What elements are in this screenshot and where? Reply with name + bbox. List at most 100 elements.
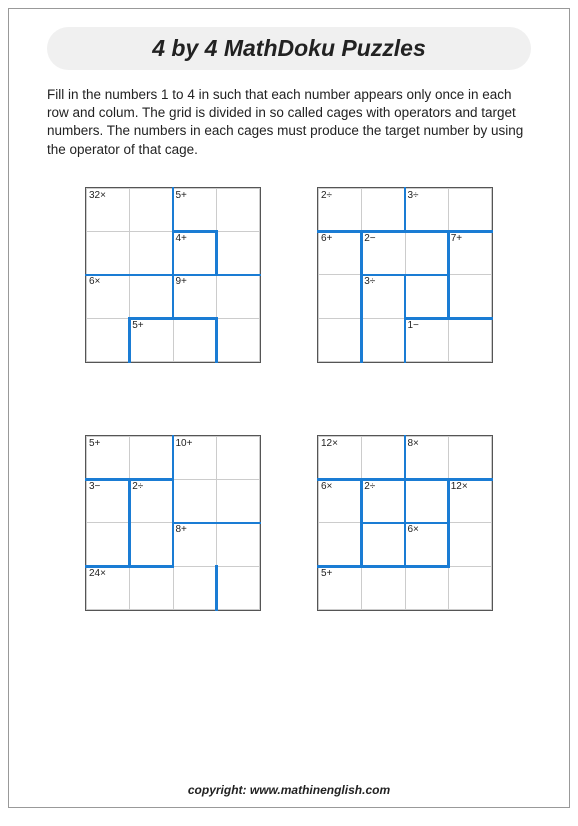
puzzle-cell[interactable] (130, 232, 173, 275)
puzzle-cell[interactable] (362, 318, 405, 361)
puzzle-4: 12× 8× 6× 2÷ 12× 6× 5+ (317, 435, 493, 611)
puzzle-cell[interactable] (216, 480, 259, 523)
puzzle-cell[interactable] (173, 566, 216, 609)
puzzle-cell[interactable] (216, 318, 259, 361)
cage-label: 5+ (132, 320, 143, 331)
puzzle-cell[interactable] (319, 523, 362, 566)
puzzle-cell[interactable] (130, 188, 173, 231)
cage-label: 2÷ (364, 481, 375, 492)
puzzle-cell[interactable]: 6× (405, 523, 448, 566)
puzzle-cell[interactable]: 4+ (173, 232, 216, 275)
puzzle-cell[interactable] (448, 275, 491, 318)
cage-label: 7+ (451, 233, 462, 244)
puzzle-cell[interactable] (362, 188, 405, 231)
puzzle-cell[interactable]: 5+ (87, 436, 130, 479)
puzzle-cell[interactable] (362, 523, 405, 566)
puzzle-row-1: 32× 5+ 4+ 6× 9+ 5+ 2÷ 3÷ 6+ 2− 7+ 3÷ 1− (9, 187, 569, 363)
cage-label: 6× (408, 524, 419, 535)
puzzle-cell[interactable]: 12× (319, 436, 362, 479)
puzzle-cell[interactable]: 1− (405, 318, 448, 361)
puzzle-cell[interactable] (87, 523, 130, 566)
puzzle-cell[interactable] (216, 188, 259, 231)
puzzle-cell[interactable] (216, 232, 259, 275)
puzzle-cell[interactable]: 8× (405, 436, 448, 479)
puzzle-cell[interactable] (216, 275, 259, 318)
cage-label: 2− (364, 233, 375, 244)
puzzle-cell[interactable]: 2÷ (319, 188, 362, 231)
puzzle-cell[interactable] (130, 523, 173, 566)
cage-label: 6× (321, 481, 332, 492)
puzzle-3: 5+ 10+ 3− 2÷ 8+ 24× (85, 435, 261, 611)
cage-label: 9+ (176, 276, 187, 287)
puzzle-2: 2÷ 3÷ 6+ 2− 7+ 3÷ 1− (317, 187, 493, 363)
cage-label: 3÷ (364, 276, 375, 287)
puzzle-cell[interactable] (173, 480, 216, 523)
puzzle-cell[interactable]: 6× (319, 480, 362, 523)
puzzle-cell[interactable]: 2÷ (130, 480, 173, 523)
puzzle-cell[interactable]: 2÷ (362, 480, 405, 523)
puzzle-cell[interactable] (362, 436, 405, 479)
puzzle-cell[interactable]: 6× (87, 275, 130, 318)
puzzle-cell[interactable]: 10+ (173, 436, 216, 479)
cage-label: 2÷ (321, 190, 332, 201)
puzzle-cell[interactable]: 24× (87, 566, 130, 609)
puzzle-cell[interactable] (87, 232, 130, 275)
puzzle-cell[interactable] (216, 523, 259, 566)
worksheet-page: 4 by 4 MathDoku Puzzles Fill in the numb… (8, 8, 570, 808)
puzzle-cell[interactable]: 8+ (173, 523, 216, 566)
puzzle-cell[interactable]: 5+ (130, 318, 173, 361)
puzzle-cell[interactable] (87, 318, 130, 361)
puzzle-1: 32× 5+ 4+ 6× 9+ 5+ (85, 187, 261, 363)
puzzle-cell[interactable] (173, 318, 216, 361)
puzzle-cell[interactable] (319, 318, 362, 361)
puzzle-cell[interactable] (405, 480, 448, 523)
puzzle-cell[interactable] (216, 436, 259, 479)
puzzle-cell[interactable]: 3÷ (362, 275, 405, 318)
cage-label: 8+ (176, 524, 187, 535)
cage-label: 24× (89, 568, 106, 579)
puzzle-cell[interactable]: 12× (448, 480, 491, 523)
puzzle-cell[interactable]: 7+ (448, 232, 491, 275)
puzzle-cell[interactable] (130, 436, 173, 479)
puzzle-cell[interactable] (405, 275, 448, 318)
cage-label: 12× (321, 438, 338, 449)
puzzle-cell[interactable]: 5+ (319, 566, 362, 609)
puzzle-cell[interactable]: 3− (87, 480, 130, 523)
cage-label: 12× (451, 481, 468, 492)
cage-label: 5+ (89, 438, 100, 449)
puzzle-cell[interactable] (130, 275, 173, 318)
puzzle-row-2: 5+ 10+ 3− 2÷ 8+ 24× 12× 8× 6× 2÷ 12× 6× 5+ (9, 435, 569, 611)
page-title: 4 by 4 MathDoku Puzzles (47, 35, 531, 62)
instructions-text: Fill in the numbers 1 to 4 in such that … (47, 86, 531, 159)
puzzle-cell[interactable] (448, 188, 491, 231)
cage-label: 6× (89, 276, 100, 287)
puzzle-cell[interactable]: 5+ (173, 188, 216, 231)
puzzle-cell[interactable]: 3÷ (405, 188, 448, 231)
cage-label: 4+ (176, 233, 187, 244)
puzzle-cell[interactable] (405, 232, 448, 275)
puzzle-cell[interactable] (319, 275, 362, 318)
puzzle-grid-container: 32× 5+ 4+ 6× 9+ 5+ 2÷ 3÷ 6+ 2− 7+ 3÷ 1− 5+ 10+ 3− 2÷ 8+… (9, 187, 569, 611)
cage-label: 3− (89, 481, 100, 492)
cage-label: 32× (89, 190, 106, 201)
cage-label: 2÷ (132, 481, 143, 492)
puzzle-cell[interactable]: 6+ (319, 232, 362, 275)
puzzle-cell[interactable] (130, 566, 173, 609)
puzzle-cell[interactable] (405, 566, 448, 609)
puzzle-cell[interactable]: 2− (362, 232, 405, 275)
cage-label: 1− (408, 320, 419, 331)
cage-label: 8× (408, 438, 419, 449)
puzzle-cell[interactable]: 32× (87, 188, 130, 231)
cage-label: 5+ (321, 568, 332, 579)
puzzle-cell[interactable]: 9+ (173, 275, 216, 318)
cage-label: 6+ (321, 233, 332, 244)
cage-label: 3÷ (408, 190, 419, 201)
puzzle-cell[interactable] (216, 566, 259, 609)
cage-label: 5+ (176, 190, 187, 201)
puzzle-cell[interactable] (448, 523, 491, 566)
puzzle-cell[interactable] (448, 436, 491, 479)
copyright-text: copyright: www.mathinenglish.com (9, 783, 569, 797)
puzzle-cell[interactable] (448, 318, 491, 361)
puzzle-cell[interactable] (448, 566, 491, 609)
puzzle-cell[interactable] (362, 566, 405, 609)
